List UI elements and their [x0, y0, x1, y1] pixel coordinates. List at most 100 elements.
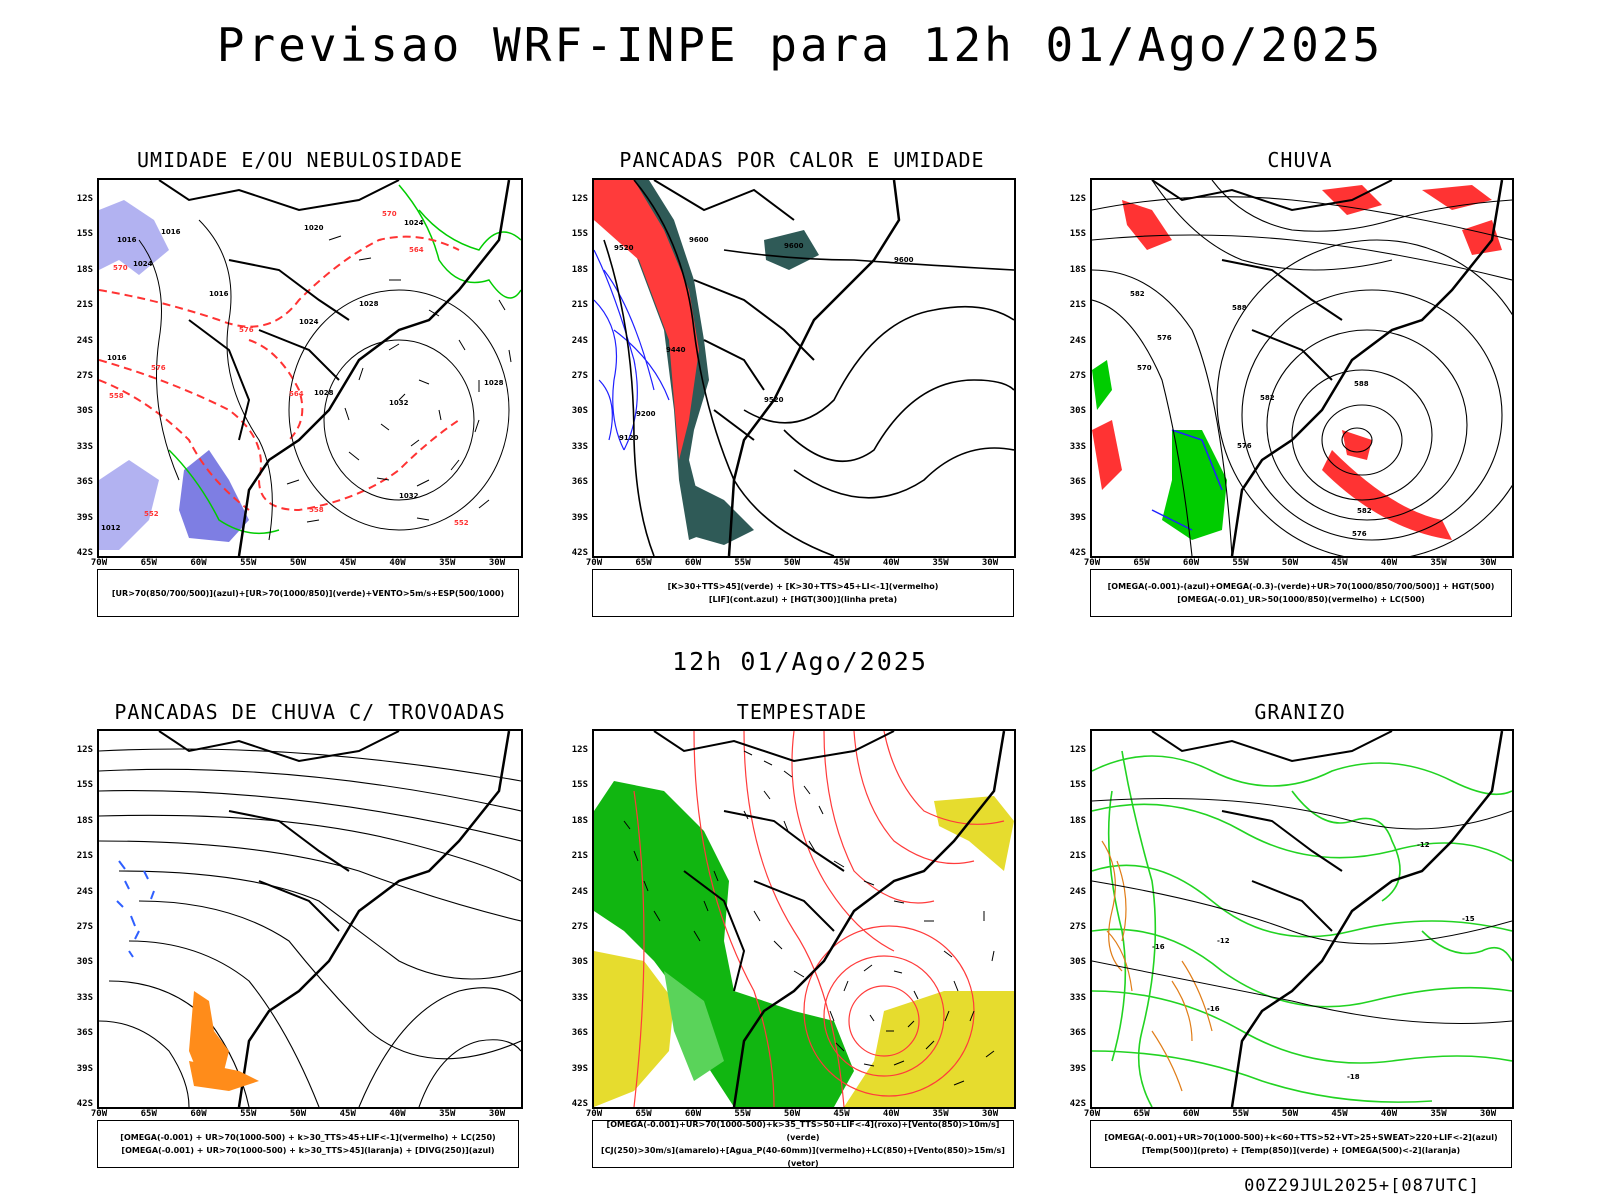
lat-tick-label: 33S	[1069, 441, 1086, 452]
legend-chuva: [OMEGA(-0.001)-(azul)+OMEGA(-0.3)-(verde…	[1090, 569, 1512, 617]
lon-tick-label: 45W	[339, 1109, 356, 1119]
contour-label: -15	[1462, 915, 1475, 923]
lat-tick-label: 24S	[1069, 335, 1086, 346]
map-chuva: 582 588 576 570 582 576 588 582 576	[1090, 178, 1514, 558]
lat-tick-label: 36S	[571, 1028, 588, 1039]
legend-pancadas-calor: [K>30+TTS>45](verde) + [K>30+TTS>45+LI<-…	[592, 569, 1014, 617]
legend-line: [K>30+TTS>45](verde) + [K>30+TTS>45+LI<-…	[667, 582, 939, 591]
contour-label: 1016	[107, 354, 127, 362]
contour-label: 570	[1137, 364, 1152, 372]
lat-tick-label: 36S	[76, 477, 93, 488]
lon-tick-label: 55W	[734, 1109, 751, 1119]
lon-tick-label: 65W	[1133, 1109, 1150, 1119]
contour-label: 588	[1232, 304, 1247, 312]
lat-tick-label: 24S	[76, 335, 93, 346]
lat-tick-label: 18S	[571, 815, 588, 826]
lat-tick-label: 36S	[76, 1028, 93, 1039]
lat-tick-label: 30S	[571, 957, 588, 968]
panel-title-pancadas-calor: PANCADAS POR CALOR E UMIDADE	[619, 148, 985, 172]
contour-label: 564	[289, 390, 304, 398]
lon-tick-label: 35W	[439, 558, 456, 568]
lat-tick-label: 15S	[76, 780, 93, 791]
contour-label: -12	[1417, 841, 1430, 849]
contour-label: 1024	[299, 318, 319, 326]
lon-tick-label: 55W	[240, 1109, 257, 1119]
lon-tick-label: 60W	[1182, 1109, 1200, 1119]
contour-label: -16	[1152, 943, 1165, 951]
contour-label: 9520	[764, 396, 784, 404]
contour-label: 9600	[784, 242, 804, 250]
lat-tick-label: 15S	[1069, 229, 1086, 240]
contour-label: 1028	[484, 379, 504, 387]
lat-tick-label: 30S	[76, 957, 93, 968]
contour-label: 9600	[689, 236, 709, 244]
lon-tick-label: 70W	[1083, 1109, 1101, 1119]
contour-label: 1024	[404, 219, 424, 227]
lon-tick-label: 40W	[882, 558, 900, 568]
lon-tick-label: 45W	[339, 558, 356, 568]
legend-line: [UR>70(850/700/500)](azul)+[UR>70(1000/8…	[111, 588, 505, 598]
lat-tick-label: 27S	[1069, 371, 1086, 381]
contour-label: -12	[1217, 937, 1230, 945]
lon-tick-label: 55W	[734, 558, 751, 568]
lon-tick-label: 35W	[932, 558, 949, 568]
contour-label: 558	[309, 506, 324, 514]
lon-tick-label: 45W	[833, 558, 850, 568]
lon-tick-label: 40W	[1380, 1109, 1398, 1119]
lat-tick-label: 33S	[571, 441, 588, 452]
lat-tick-label: 39S	[76, 512, 93, 523]
lon-tick-label: 30W	[1479, 558, 1497, 568]
panel-title-umidade: UMIDADE E/OU NEBULOSIDADE	[136, 148, 464, 172]
contour-label: 570	[382, 210, 397, 218]
lat-tick-label: 21S	[571, 300, 588, 311]
lat-tick-label: 42S	[1069, 1099, 1086, 1109]
lat-tick-label: 42S	[1069, 548, 1086, 558]
lon-tick-label: 30W	[488, 558, 506, 568]
lat-tick-label: 27S	[571, 371, 588, 381]
lat-tick-label: 42S	[571, 548, 588, 558]
legend-line: [OMEGA(-0.001)-(azul)+OMEGA(-0.3)-(verde…	[1107, 582, 1495, 591]
legend-umidade: [UR>70(850/700/500)](azul)+[UR>70(1000/8…	[97, 569, 519, 617]
contour-label: 1016	[209, 290, 229, 298]
contour-label: 9520	[614, 244, 634, 252]
lat-tick-label: 30S	[1069, 406, 1086, 417]
lon-tick-label: 40W	[389, 558, 406, 568]
lat-tick-label: 12S	[571, 194, 588, 204]
contour-label: 588	[1354, 380, 1369, 388]
legend-granizo: [OMEGA(-0.001)+UR>70(1000-500)+k<60+TTS>…	[1090, 1120, 1512, 1168]
panel-title-trovoadas: PANCADAS DE CHUVA C/ TROVOADAS	[114, 700, 506, 724]
contour-label: 564	[409, 246, 424, 254]
page-title: Previsao WRF-INPE para 12h 01/Ago/2025	[216, 18, 1384, 72]
contour-label: 9600	[894, 256, 914, 264]
lat-tick-label: 15S	[571, 780, 588, 791]
lon-tick-label: 50W	[1281, 1109, 1299, 1119]
lat-tick-label: 18S	[1069, 264, 1086, 275]
lat-tick-label: 27S	[571, 922, 588, 932]
lat-tick-label: 30S	[571, 406, 588, 417]
contour-label: -18	[1347, 1073, 1360, 1081]
lat-tick-label: 21S	[76, 851, 93, 862]
legend-line: [OMEGA(-0.001) + UR>70(1000-500) + k>30_…	[121, 1146, 495, 1155]
lat-tick-label: 12S	[1069, 194, 1086, 204]
contour-label: 576	[151, 364, 166, 372]
contour-label: 570	[113, 264, 128, 272]
lat-tick-label: 12S	[1069, 745, 1086, 755]
map-umidade: 1016 1016 1024 1016 1024 1020 1024 1028 …	[97, 178, 523, 558]
contour-label: 1028	[359, 300, 379, 308]
lat-tick-label: 15S	[76, 229, 93, 240]
panel-title-granizo: GRANIZO	[1254, 700, 1346, 724]
lon-tick-label: 45W	[1331, 1109, 1348, 1119]
legend-line: [Temp(500)](preto) + [Temp(850)](verde) …	[1141, 1146, 1461, 1155]
contour-label: 576	[239, 326, 254, 334]
legend-line: [OMEGA(-0.001) + UR>70(1000-500) + k>30_…	[120, 1133, 496, 1142]
lat-tick-label: 18S	[571, 264, 588, 275]
lat-tick-label: 18S	[76, 815, 93, 826]
map-trovoadas	[97, 729, 523, 1109]
contour-label: 1016	[117, 236, 137, 244]
contour-label: 576	[1352, 530, 1367, 538]
panel-title-tempestade: TEMPESTADE	[736, 700, 868, 724]
lat-tick-label: 24S	[76, 886, 93, 897]
lon-tick-label: 40W	[1380, 558, 1398, 568]
run-time-label: 00Z29JUL2025+[087UTC]	[1244, 1176, 1480, 1196]
lon-tick-label: 70W	[90, 1109, 108, 1119]
